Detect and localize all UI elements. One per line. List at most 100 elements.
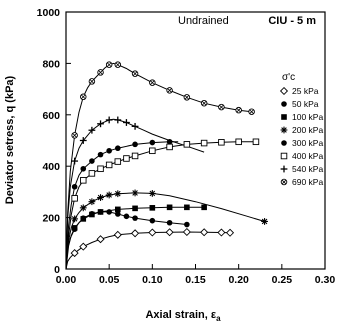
data-point-6	[88, 126, 96, 134]
data-point-7	[71, 132, 78, 139]
data-point-5	[97, 165, 104, 173]
data-point-7	[97, 69, 104, 76]
data-point-7	[218, 103, 225, 111]
data-point-4	[80, 165, 87, 172]
data-point-6	[97, 120, 104, 128]
data-point-0	[200, 228, 209, 237]
data-point-3	[71, 215, 79, 223]
data-point-7	[149, 79, 156, 86]
data-point-1	[149, 217, 156, 224]
data-point-6	[131, 122, 139, 130]
data-point-5	[71, 195, 78, 202]
plot-frame	[65, 11, 326, 270]
x-axis-label-subscript: a	[216, 314, 221, 323]
data-point-2	[80, 216, 87, 222]
data-point-0	[70, 249, 79, 258]
data-point-7	[131, 70, 139, 77]
data-point-7	[88, 78, 96, 85]
data-point-6	[123, 119, 130, 126]
data-point-0	[225, 228, 235, 237]
data-point-1	[132, 215, 138, 221]
data-point-5	[80, 177, 87, 184]
legend-entry-label: 25 kPa	[292, 86, 319, 96]
data-point-7	[80, 93, 87, 101]
y-tick-label: 800	[42, 58, 60, 70]
legend-entry-label: 50 kPa	[292, 99, 319, 109]
series-line-4	[65, 141, 179, 270]
data-point-0	[217, 228, 226, 237]
data-point-0	[148, 228, 157, 237]
data-point-5	[149, 147, 156, 155]
annotation-mode: Undrained	[178, 15, 229, 27]
data-point-6	[79, 137, 87, 144]
x-tick-label: 0.05	[99, 274, 120, 286]
data-point-4	[71, 183, 78, 190]
data-point-0	[79, 242, 88, 251]
legend-marker-0	[279, 86, 289, 96]
x-tick-label: 0.15	[185, 274, 206, 286]
data-point-6	[114, 116, 122, 124]
data-point-5	[252, 138, 260, 146]
data-point-3	[97, 194, 104, 201]
legend-entry-label: 400 kPa	[292, 151, 323, 161]
legend-marker-1	[281, 101, 287, 107]
legend-marker-6	[280, 165, 288, 173]
data-point-3	[79, 204, 87, 212]
legend-entry-label: 540 kPa	[292, 164, 323, 174]
legend-marker-4	[281, 140, 287, 146]
data-point-7	[166, 87, 173, 94]
series-line-7	[65, 62, 252, 270]
x-axis-label-text: Axial strain, ε	[145, 309, 216, 321]
data-point-7	[183, 94, 191, 101]
legend-marker-7	[280, 178, 288, 186]
data-point-4	[149, 139, 156, 146]
y-tick-label: 600	[42, 110, 60, 122]
legend-marker-5	[280, 152, 288, 160]
data-point-2	[201, 204, 207, 211]
data-point-2	[184, 204, 190, 211]
data-point-4	[132, 141, 138, 148]
data-point-1	[123, 213, 130, 220]
data-point-3	[114, 190, 122, 198]
series-line-3	[65, 192, 265, 270]
data-point-1	[166, 219, 173, 226]
data-point-5	[183, 141, 191, 148]
x-tick-label: 0.30	[315, 274, 336, 286]
data-point-0	[131, 229, 140, 238]
data-point-4	[106, 147, 112, 154]
legend-entry-label: 690 kPa	[292, 177, 323, 187]
data-point-2	[132, 205, 138, 212]
legend-marker-3	[280, 126, 288, 134]
x-tick-label: 0.25	[272, 274, 293, 286]
data-point-1	[184, 221, 190, 228]
data-point-4	[89, 158, 95, 164]
x-tick-label: 0.20	[228, 274, 249, 286]
series-line-2	[65, 206, 205, 270]
data-point-5	[200, 139, 208, 147]
data-point-3	[105, 191, 113, 199]
annotation-test: CIU - 5 m	[268, 15, 316, 27]
data-point-0	[96, 235, 105, 244]
legend-marker-2	[281, 114, 287, 120]
data-point-3	[88, 198, 96, 206]
data-point-6	[105, 116, 113, 124]
data-point-5	[235, 138, 242, 146]
data-point-1	[115, 211, 121, 217]
x-tick-label: 0.10	[142, 274, 163, 286]
data-point-2	[149, 205, 156, 211]
data-point-7	[200, 99, 208, 107]
data-point-3	[131, 189, 139, 197]
data-point-0	[113, 230, 122, 239]
data-point-5	[218, 139, 225, 146]
data-point-4	[166, 138, 173, 145]
data-point-7	[235, 106, 242, 114]
y-tick-label: 400	[42, 161, 60, 173]
data-point-4	[115, 145, 121, 152]
data-point-2	[71, 225, 78, 231]
legend-title: σ'c	[282, 72, 295, 83]
data-point-0	[182, 227, 191, 237]
data-point-7	[105, 61, 113, 68]
data-point-5	[114, 158, 122, 165]
x-tick-label: 0.00	[56, 274, 77, 286]
